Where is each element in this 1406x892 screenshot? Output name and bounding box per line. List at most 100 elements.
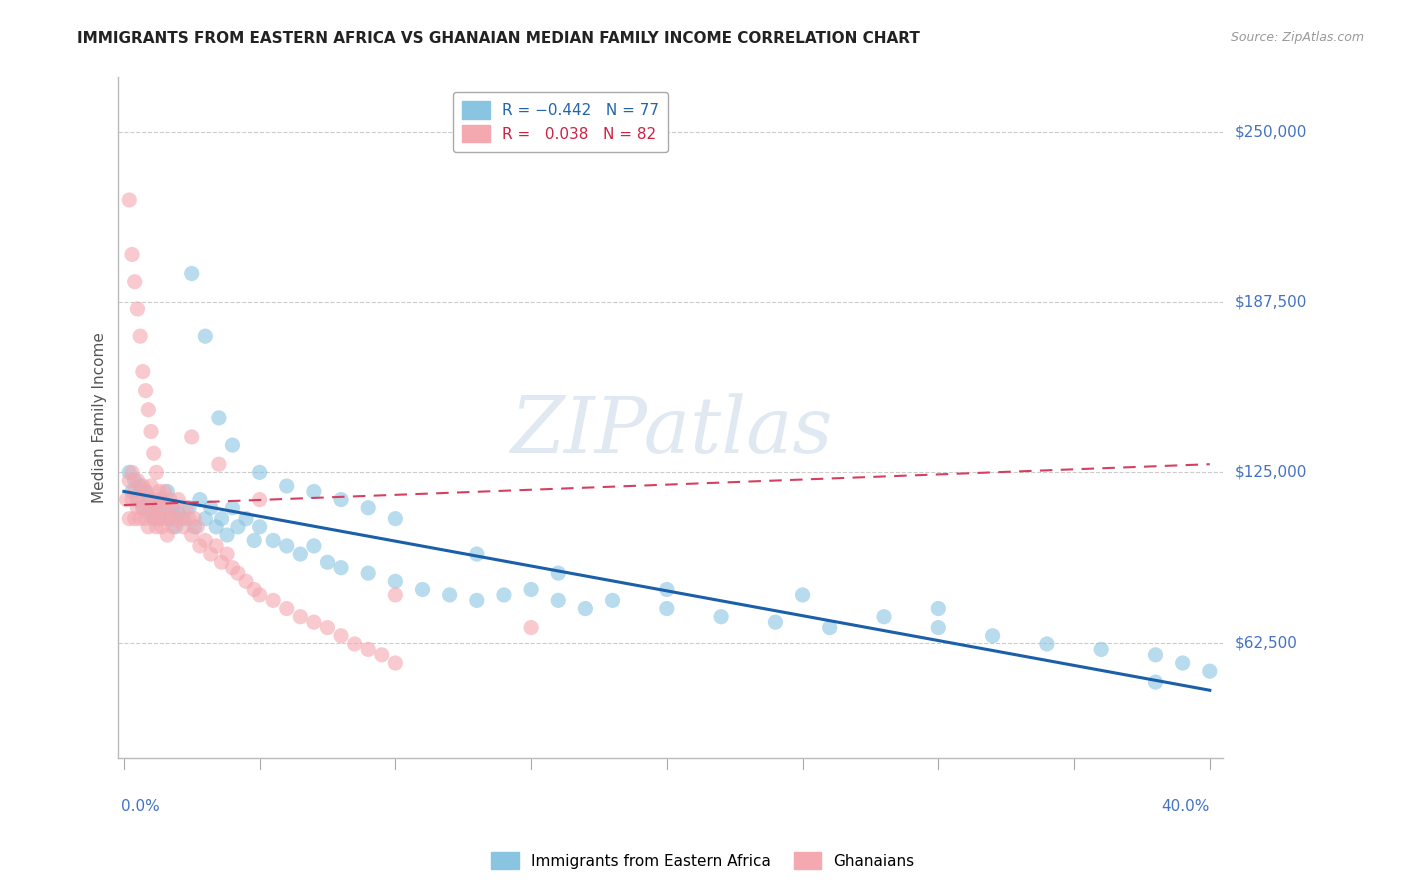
Point xyxy=(276,539,298,553)
Point xyxy=(129,329,152,343)
Point xyxy=(1144,675,1167,690)
Point xyxy=(200,547,222,561)
Point xyxy=(547,566,569,581)
Point xyxy=(384,574,406,589)
Point xyxy=(132,500,155,515)
Point xyxy=(139,479,162,493)
Point xyxy=(411,582,433,597)
Point xyxy=(118,474,141,488)
Point xyxy=(183,511,205,525)
Point xyxy=(927,601,949,615)
Y-axis label: Median Family Income: Median Family Income xyxy=(93,333,107,503)
Point xyxy=(384,588,406,602)
Point xyxy=(200,500,222,515)
Point xyxy=(129,479,152,493)
Text: $62,500: $62,500 xyxy=(1234,635,1298,650)
Point xyxy=(574,601,596,615)
Point xyxy=(262,593,284,607)
Point xyxy=(136,506,159,520)
Point xyxy=(150,492,173,507)
Point xyxy=(167,506,190,520)
Point xyxy=(135,384,157,398)
Point xyxy=(132,365,155,379)
Point xyxy=(170,511,193,525)
Point xyxy=(121,247,143,261)
Point xyxy=(142,511,165,525)
Point xyxy=(148,511,170,525)
Point xyxy=(132,500,155,515)
Point xyxy=(520,621,543,635)
Point xyxy=(124,474,146,488)
Point xyxy=(357,566,380,581)
Point xyxy=(330,629,353,643)
Point xyxy=(139,425,162,439)
Point xyxy=(343,637,366,651)
Point xyxy=(127,301,149,316)
Point xyxy=(139,500,162,515)
Text: IMMIGRANTS FROM EASTERN AFRICA VS GHANAIAN MEDIAN FAMILY INCOME CORRELATION CHAR: IMMIGRANTS FROM EASTERN AFRICA VS GHANAI… xyxy=(77,31,920,46)
Point xyxy=(124,511,146,525)
Point xyxy=(1171,656,1194,670)
Point xyxy=(357,642,380,657)
Point xyxy=(371,648,394,662)
Point xyxy=(290,547,312,561)
Point xyxy=(439,588,461,602)
Point xyxy=(602,593,624,607)
Point xyxy=(249,588,271,602)
Point xyxy=(330,560,353,574)
Point xyxy=(118,511,141,525)
Point xyxy=(520,582,543,597)
Point xyxy=(547,593,569,607)
Point xyxy=(162,500,184,515)
Point xyxy=(153,500,176,515)
Point xyxy=(127,500,149,515)
Text: ZIPatlas: ZIPatlas xyxy=(510,393,832,470)
Point xyxy=(188,539,211,553)
Point xyxy=(302,539,325,553)
Point xyxy=(121,466,143,480)
Point xyxy=(235,574,257,589)
Text: Source: ZipAtlas.com: Source: ZipAtlas.com xyxy=(1230,31,1364,45)
Point xyxy=(492,588,515,602)
Point xyxy=(132,479,155,493)
Point xyxy=(124,275,146,289)
Point xyxy=(302,484,325,499)
Point xyxy=(194,511,217,525)
Point xyxy=(142,511,165,525)
Point xyxy=(710,609,733,624)
Point xyxy=(148,511,170,525)
Text: 0.0%: 0.0% xyxy=(121,799,160,814)
Point xyxy=(1036,637,1059,651)
Point xyxy=(243,533,266,548)
Point xyxy=(139,492,162,507)
Point xyxy=(121,492,143,507)
Point xyxy=(211,555,233,569)
Point xyxy=(159,492,181,507)
Point xyxy=(186,520,208,534)
Point xyxy=(173,511,195,525)
Point xyxy=(183,520,205,534)
Legend: Immigrants from Eastern Africa, Ghanaians: Immigrants from Eastern Africa, Ghanaian… xyxy=(485,846,921,875)
Point xyxy=(215,547,238,561)
Point xyxy=(148,500,170,515)
Point xyxy=(249,492,271,507)
Point xyxy=(221,500,243,515)
Point xyxy=(150,520,173,534)
Point xyxy=(792,588,814,602)
Point xyxy=(145,520,167,534)
Point xyxy=(124,484,146,499)
Point xyxy=(136,402,159,417)
Point xyxy=(290,609,312,624)
Point xyxy=(135,484,157,499)
Text: 40.0%: 40.0% xyxy=(1161,799,1209,814)
Point xyxy=(302,615,325,629)
Point xyxy=(127,474,149,488)
Point xyxy=(180,430,202,444)
Point xyxy=(156,528,179,542)
Point xyxy=(129,492,152,507)
Point xyxy=(173,520,195,534)
Point xyxy=(465,593,488,607)
Point xyxy=(162,520,184,534)
Legend: R = −0.442   N = 77, R =   0.038   N = 82: R = −0.442 N = 77, R = 0.038 N = 82 xyxy=(453,92,668,152)
Point xyxy=(148,484,170,499)
